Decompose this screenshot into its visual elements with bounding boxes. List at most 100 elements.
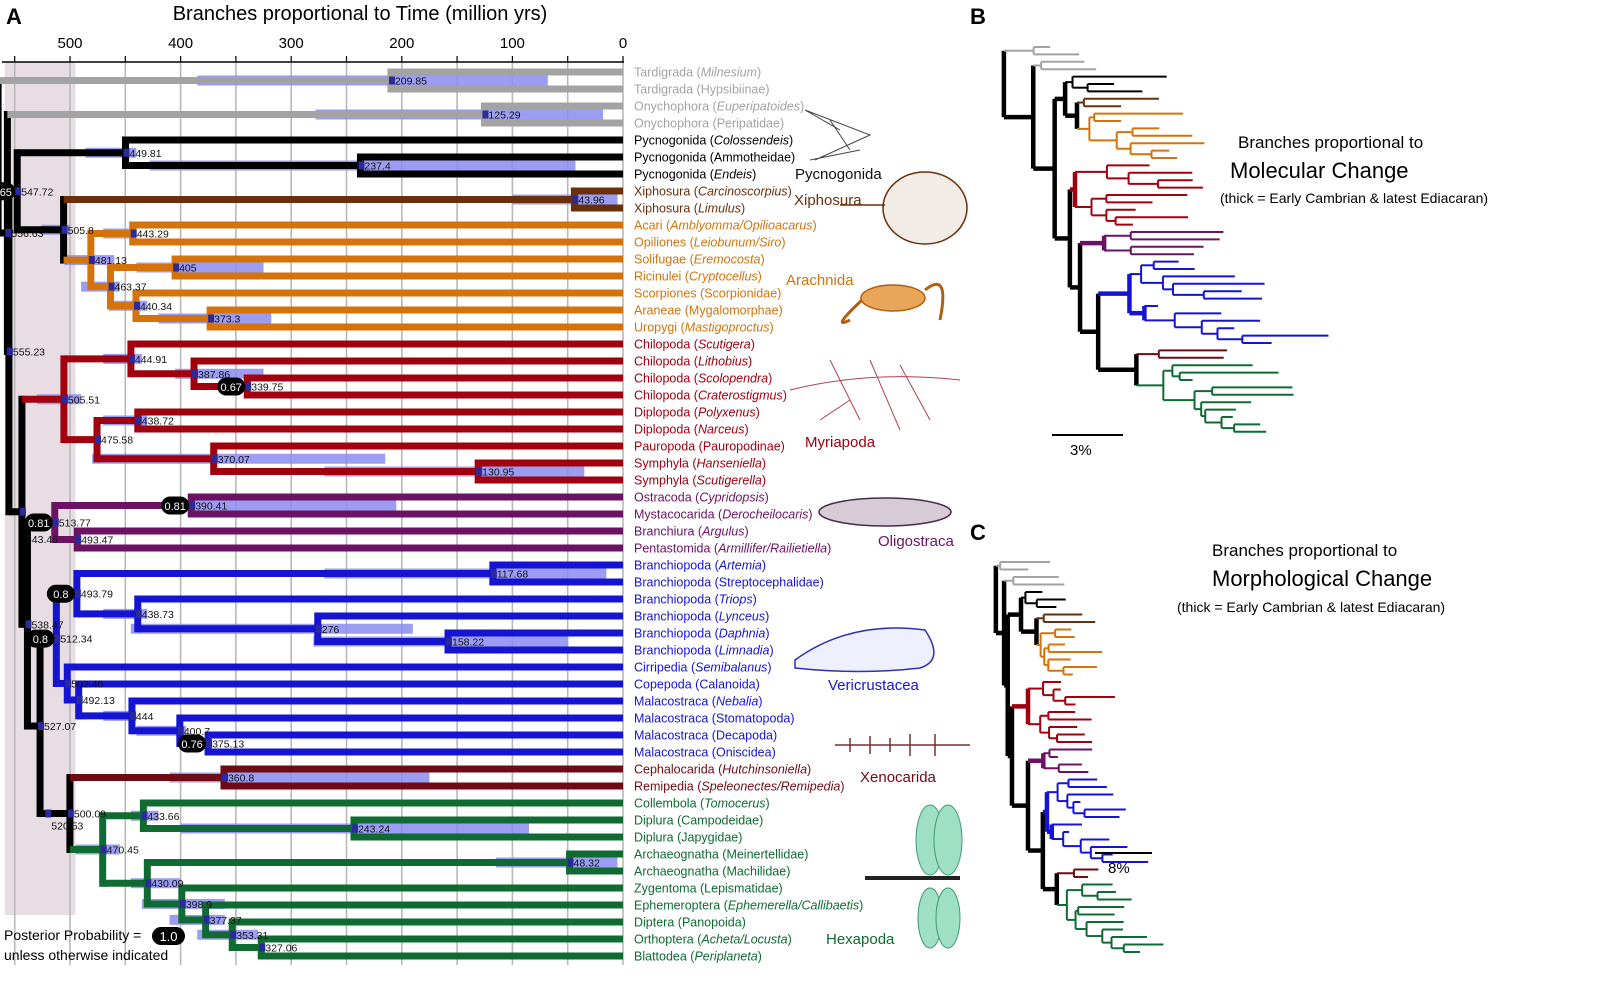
legend-line2: unless otherwise indicated [4,947,168,963]
node-age-label: 339.75 [251,382,283,394]
posterior-badge [46,584,75,603]
node-age-label: 440.34 [140,301,172,313]
node-age-label: 513.77 [59,518,91,530]
node-age-interval [130,878,181,889]
node-age-label: 237.4 [364,161,390,173]
node-marker [221,773,228,782]
node-marker [6,347,13,356]
node-marker [141,811,148,820]
panel-b-title-line3: (thick = Early Cambrian & latest Ediacar… [1220,190,1488,206]
node-marker [45,809,52,818]
node-age-label: 444.91 [135,354,167,366]
taxon-label: Ostracoda (Cypridopsis) [634,491,769,505]
panel-c-morphological-tree: C Branches proportional to Morphological… [970,520,1445,953]
node-marker [130,229,137,238]
posterior-badge [26,629,55,648]
taxon-label: Tardigrada (Milnesium) [634,66,761,80]
node-age-interval [169,772,430,783]
panel-c-title-line1: Branches proportional to [1212,541,1397,560]
legend-line1: Posterior Probability = [4,927,141,943]
node-age-label: 493.79 [81,589,113,601]
node-marker [123,148,130,157]
taxon-label: Diplopoda (Polyxenus) [634,406,760,420]
dragonfly-wing [935,887,961,949]
panel-b-letter: B [970,4,986,29]
taxon-label: Copepoda (Calanoida) [634,678,760,692]
node-marker [358,161,365,170]
node-marker [52,518,59,527]
centipede-illustration [789,359,961,431]
taxon-label: Branchiopoda (Artemia) [634,559,766,573]
taxon-label: Solifugae (Eremocosta) [634,253,765,267]
node-age-label: 387.86 [198,369,230,381]
clade-illustrations [789,109,970,949]
panel-c-title-line2: Morphological Change [1212,566,1432,591]
taxon-label: Branchiopoda (Limnadia) [634,644,774,658]
taxon-label: Blattodea (Periplaneta) [634,950,762,964]
node-age-interval [175,368,264,379]
ostracod-illustration [818,497,952,527]
node-age-interval [158,313,272,324]
panel-c-letter: C [970,520,986,545]
node-age-label: 43.96 [578,195,604,207]
clade-label-xip: Xiphosura [794,192,862,209]
clade-label-xen: Xenocarida [860,769,937,786]
taxon-label: Malacostraca (Oniscidea) [634,746,776,760]
taxon-label: Scorpiones (Scorpionidae) [634,287,781,301]
node-marker [95,435,102,444]
posterior-probability: 0.81 [28,518,49,530]
node-age-label: 48.32 [574,858,600,870]
taxon-label: Chilopoda (Scolopendra) [634,372,772,386]
node-age-label: 276 [322,624,340,636]
node-marker [54,634,61,643]
node-marker [38,722,45,731]
node-marker [173,263,180,272]
tree-branches [0,68,623,960]
taxon-label: Pycnogonida (Ammotheidae) [634,151,795,165]
node-age-label: 555.23 [13,347,45,359]
node-marker [15,187,22,196]
node-age-label: 470.45 [107,844,139,856]
node-marker [135,416,142,425]
node-age-label: 390.41 [195,501,227,513]
node-age-interval [136,262,264,273]
taxon-label: Symphyla (Hanseniella) [634,457,766,471]
node-marker [88,256,95,265]
legend-badge-shape [152,927,185,945]
taxon-label: Branchiura (Argulus) [634,525,749,539]
taxon-label: Xiphosura (Limulus) [634,202,745,216]
node-age-label: 130.95 [482,467,514,479]
scorpion-illustration [860,284,926,312]
node-marker [179,899,186,908]
node-age-label: 438.72 [142,416,174,428]
taxon-label: Pycnogonida (Endeis) [634,168,756,182]
taxon-label: Araneae (Mygalomorphae) [634,304,783,318]
node-age-label: 463.37 [115,282,147,294]
node-marker [572,195,579,204]
taxon-label: Diplura (Japygidae) [634,831,742,845]
posterior-probability-legend: Posterior Probability = 1.0 unless other… [4,927,185,963]
node-marker [129,711,136,720]
node-age-label: 433.66 [147,811,179,823]
taxon-labels: Tardigrada (Milnesium) Tardigrada (Hypsib… [634,66,863,964]
axis-tick-label: 300 [279,35,304,52]
posterior-badge [161,496,190,515]
panel-a-time-tree: 500 400 300 200 100 0 A Branches proportional… [0,3,970,965]
axis-tick-label: 500 [57,35,82,52]
shrimp-illustration [794,627,935,673]
node-marker [245,382,252,391]
node-age-interval [92,453,386,464]
posterior-badge [24,513,53,532]
taxon-label: Ricinulei (Cryptocellus) [634,270,762,284]
taxon-label: Opiliones (Leiobunum/Siro) [634,236,785,250]
node-age-label: 125.29 [488,110,520,122]
axis-tick-label: 0 [619,35,627,52]
panel-a-letter: A [6,4,22,29]
node-marker [133,301,140,310]
posterior-probability: 0.76 [181,739,202,751]
node-marker [145,879,152,888]
taxon-label: Symphyla (Scutigerella) [634,474,766,488]
taxon-label: Acari (Amblyomma/Opilioacarus) [634,219,817,233]
node-marker [490,569,497,578]
taxon-label: Archaeognatha (Machilidae) [634,865,790,879]
